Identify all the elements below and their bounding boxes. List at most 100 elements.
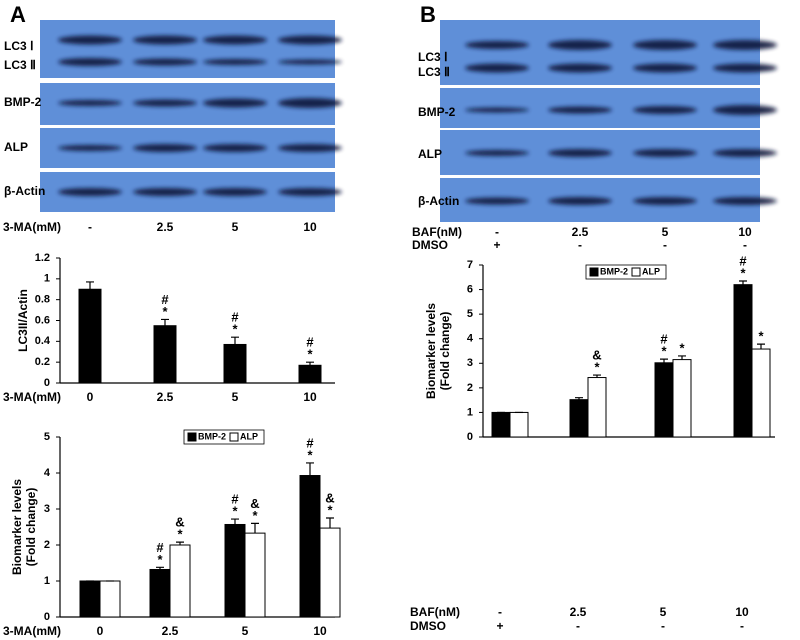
treatment-label: - [743,238,747,252]
blot-band [633,40,697,50]
blot-band [548,106,612,114]
x-tick-label: + [496,619,503,633]
y-tick-label: 0 [44,377,50,389]
bar [298,364,322,384]
y-tick-label: 1 [467,406,473,418]
blot-band [58,58,122,66]
bar [672,359,692,438]
blot-band [633,63,697,73]
y-tick-label: 0 [467,431,473,443]
treatment-label: 2.5 [572,225,589,239]
blot-label: BMP-2 [4,95,42,109]
error-bar [156,566,164,570]
significance-mark: & [325,490,334,505]
significance-mark: & [250,496,259,511]
significance-mark: & [592,348,601,363]
blot-band [203,59,267,65]
blot-label: ALP [418,147,442,161]
treatment-label: - [578,238,582,252]
x-row-name: DMSO [410,619,446,633]
error-bar [757,343,765,350]
y-tick-label: 3 [467,357,473,369]
y-tick-label: 1 [44,273,50,285]
y-tick-label: 0.4 [35,335,51,347]
blot-band [633,197,697,205]
error-bar [678,355,686,360]
x-row-name: 3-MA(mM) [3,390,61,404]
x-tick-label: 0 [97,624,104,638]
blot-band [633,149,697,157]
blot-band [278,98,342,108]
treatment-label: 5 [662,225,669,239]
significance-mark: * [252,508,258,523]
error-bar [660,358,668,363]
blot-band [548,40,612,50]
x-tick-label: 5 [242,624,249,638]
significance-mark: * [307,347,313,362]
error-bar [593,374,601,378]
x-tick-label: 10 [313,624,327,638]
blot-band [713,197,777,205]
blot-band [465,150,529,156]
significance-mark: # [156,540,164,555]
blot-strip [40,20,335,78]
treatment-label: - [88,220,92,234]
significance-mark: * [307,447,313,462]
significance-mark: * [157,552,163,567]
x-row-name: 3-MA(mM) [3,624,61,638]
y-tick-label: 1 [44,575,50,587]
blot-band [133,144,197,152]
significance-mark: # [660,332,668,347]
significance-mark: * [232,504,238,519]
y-axis-label: LC3II/Actin [16,289,30,352]
blot-label: ALP [4,140,28,154]
blot-label: β-Actin [4,184,45,198]
panel-label: A [10,2,26,27]
error-bar [231,336,239,345]
legend-label: BMP-2 [198,431,226,441]
panel-label: B [420,2,436,27]
bar [99,580,121,618]
bar [153,325,177,384]
treatment-label: + [493,238,500,252]
treatment-label: - [663,238,667,252]
bar [299,475,321,618]
blot-band [465,107,529,113]
x-tick-label: 5 [660,605,667,619]
error-bar [739,280,747,285]
blot-band [58,100,122,106]
legend-swatch [187,432,197,442]
blot-label: LC3 Ⅱ [4,58,36,72]
significance-mark: & [175,515,184,530]
significance-mark: * [594,360,600,375]
blot-strip [440,20,760,85]
x-tick-label: 0 [87,390,94,404]
y-tick-label: 7 [467,259,473,271]
error-bar [251,522,259,534]
bar [149,568,171,618]
blot-label: LC3 Ⅰ [4,39,34,53]
significance-mark: # [306,435,314,450]
blot-label: LC3 Ⅱ [418,65,450,79]
bar [654,362,674,438]
bar [509,411,529,438]
legend-swatch [631,267,641,277]
legend-box [183,429,265,445]
blot-band [278,144,342,152]
bar [587,377,607,438]
blot-label: BMP-2 [418,105,456,119]
significance-mark: * [232,322,238,337]
blot-band [203,35,267,45]
y-axis-label: (Fold change) [438,312,452,391]
blot-band [58,188,122,196]
bar [733,284,753,438]
significance-mark: # [739,253,747,268]
y-tick-label: 0.2 [35,356,50,368]
blot-band [133,99,197,107]
blot-band [278,59,342,65]
y-tick-label: 5 [467,308,473,320]
y-tick-label: 4 [44,467,51,479]
error-bar [575,397,583,400]
blot-band [203,144,267,152]
blot-band [548,197,612,205]
